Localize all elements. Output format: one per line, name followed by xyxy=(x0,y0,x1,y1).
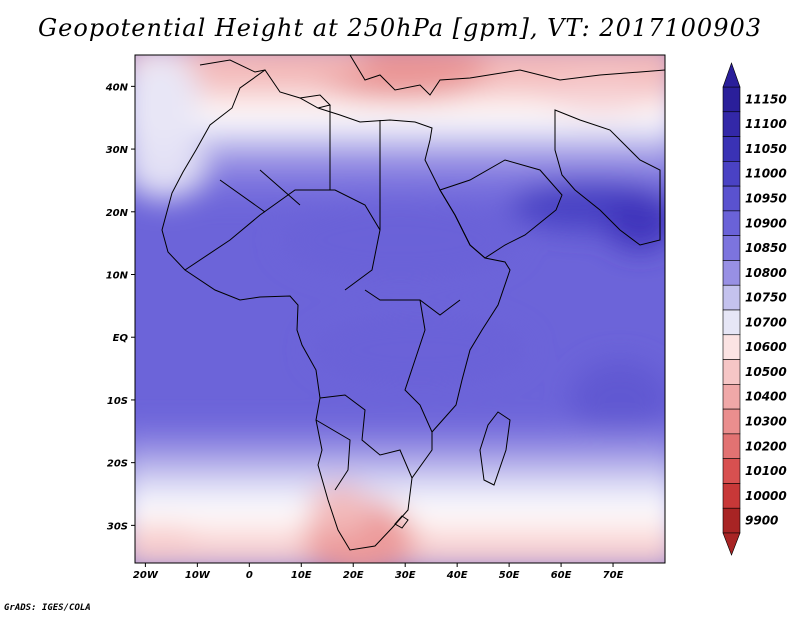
colorbar-top-arrow xyxy=(722,62,741,88)
map-title: Geopotential Height at 250hPa [gpm], VT:… xyxy=(38,14,762,42)
colorbar-label: 10400 xyxy=(745,390,787,404)
y-tick-label: 30N xyxy=(106,145,129,156)
colorbar-swatch xyxy=(722,334,741,360)
colorbar-label: 10000 xyxy=(745,489,787,503)
colorbar-swatch xyxy=(722,359,741,385)
colorbar-swatch xyxy=(722,260,741,286)
colorbar-label: 10600 xyxy=(745,340,787,354)
colorbar-label: 11000 xyxy=(745,167,787,181)
x-tick-label: 40E xyxy=(446,570,468,581)
colorbar-swatch xyxy=(722,507,741,534)
x-tick-label: 50E xyxy=(499,570,520,581)
colorbar-swatch xyxy=(722,86,741,113)
colorbar-label: 11050 xyxy=(745,142,787,156)
colorbar-swatch xyxy=(722,284,741,311)
x-tick-label: 70E xyxy=(603,570,624,581)
y-tick-label: EQ xyxy=(113,333,129,344)
colorbar-bottom-arrow xyxy=(722,532,741,556)
x-tick-label: 0 xyxy=(246,570,253,581)
coastlines xyxy=(161,55,665,551)
colorbar-swatch xyxy=(722,161,741,187)
colorbar-swatch xyxy=(722,309,741,336)
x-tick-label: 20W xyxy=(133,570,159,581)
y-tick-label: 40N xyxy=(105,82,129,93)
colorbar-swatch xyxy=(722,458,741,484)
y-tick-label: 10N xyxy=(106,271,129,282)
x-tick-label: 20E xyxy=(343,570,364,581)
colorbar-swatch xyxy=(722,433,741,459)
colorbar-label: 10950 xyxy=(745,192,787,206)
y-tick-label: 20S xyxy=(107,459,128,470)
colorbar-swatch xyxy=(722,408,741,435)
colorbar-swatch xyxy=(722,185,741,212)
colorbar: 11150 11100 11050 11000 10950 10900 10850 10800… xyxy=(722,62,787,556)
map-frame xyxy=(134,54,666,564)
x-axis: 20W 10W 0 10E 20E 30E 40E 50E 60E 70E xyxy=(133,563,624,581)
x-tick-label: 10E xyxy=(291,570,312,581)
colorbar-swatch xyxy=(722,384,741,410)
colorbar-label: 10850 xyxy=(745,241,787,255)
colorbar-label: 10900 xyxy=(745,216,787,230)
x-tick-label: 60E xyxy=(551,570,572,581)
y-tick-label: 20N xyxy=(106,208,129,219)
y-tick-label: 10S xyxy=(107,396,128,407)
height-field xyxy=(135,55,665,563)
y-tick-label: 30S xyxy=(107,521,128,532)
colorbar-label: 10700 xyxy=(745,315,787,329)
colorbar-label: 9900 xyxy=(745,514,778,528)
x-tick-label: 30E xyxy=(395,570,416,581)
colorbar-label: 10100 xyxy=(745,464,787,478)
colorbar-label: 10200 xyxy=(745,439,787,453)
colorbar-swatch xyxy=(722,210,741,236)
colorbar-label: 10300 xyxy=(745,415,787,429)
footer-credit: GrADS: IGES/COLA xyxy=(4,603,91,613)
colorbar-label: 10500 xyxy=(745,365,787,379)
colorbar-label: 10750 xyxy=(745,291,787,305)
colorbar-swatch xyxy=(722,483,741,509)
colorbar-label: 11150 xyxy=(745,92,787,106)
colorbar-label: 10800 xyxy=(745,266,787,280)
x-tick-label: 10W xyxy=(185,570,211,581)
y-axis: 40N 30N 20N 10N EQ 10S 20S 30S xyxy=(105,82,135,532)
colorbar-swatch xyxy=(722,235,741,261)
colorbar-label: 11100 xyxy=(745,117,787,131)
colorbar-swatch xyxy=(722,136,741,162)
colorbar-swatch xyxy=(722,111,741,137)
